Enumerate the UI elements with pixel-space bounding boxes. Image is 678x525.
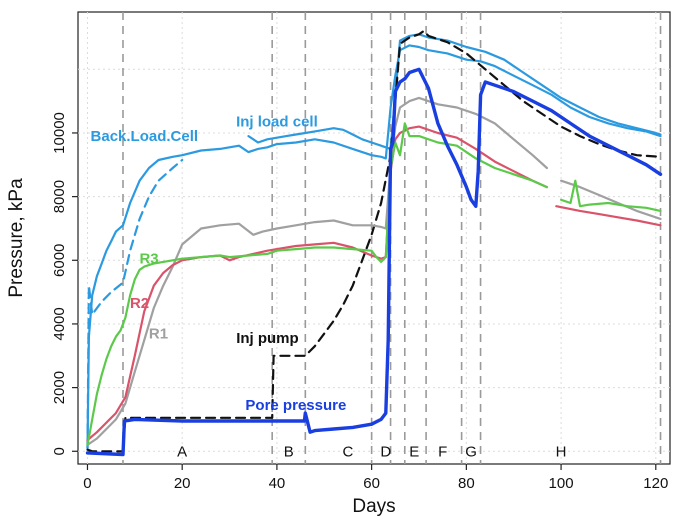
x-axis-title: Days [352,496,395,517]
y-tick-label: 6000 [51,244,68,277]
x-tick-label: 60 [363,475,380,492]
phase-label: D [380,443,391,460]
series-annotation: Back.Load.Cell [91,128,199,145]
y-tick-label: 8000 [51,180,68,213]
series-line-8 [86,122,549,446]
series-line-10 [85,67,663,457]
y-tick-label: 2000 [51,371,68,404]
grid [78,12,670,464]
x-tick-label: 0 [83,475,91,492]
x-tick-label: 20 [174,475,191,492]
phase-label: E [409,443,419,460]
y-axis-title: Pressure, kPa [6,178,27,298]
series-annotation: R1 [149,325,168,342]
series-annotation: Inj pump [236,330,299,347]
series-annotation: Inj load cell [236,114,318,131]
series-line-1 [86,158,184,450]
series-line-3 [86,30,662,453]
y-tick-label: 10000 [51,112,68,154]
axes: 0 20 40 60 80 100 120 0 2000 4000 6000 8000 10000 [51,112,668,492]
x-tick-label: 40 [269,475,286,492]
y-tick-label: 4000 [51,307,68,340]
series-layer [85,30,663,457]
x-tick-label: 80 [458,475,475,492]
series-line-0 [86,44,662,450]
series-line-7 [555,205,662,227]
series-line-6 [86,125,549,442]
series-line-9 [559,179,662,212]
plot-area [77,11,671,465]
phase-label: G [465,443,477,460]
phase-label: F [438,443,447,460]
phase-label: H [556,443,567,460]
phase-labels: A B C D E F G H [177,443,566,460]
series-line-4 [86,96,549,446]
series-annotation: Pore pressure [245,397,346,414]
series-annotation: R3 [139,250,158,267]
phase-label: B [284,443,294,460]
x-tick-label: 100 [549,475,574,492]
series-annotation: R2 [130,295,149,312]
x-tick-label: 120 [643,475,668,492]
phase-label: A [177,443,187,460]
y-tick-label: 0 [51,447,68,455]
phase-label: C [343,443,354,460]
